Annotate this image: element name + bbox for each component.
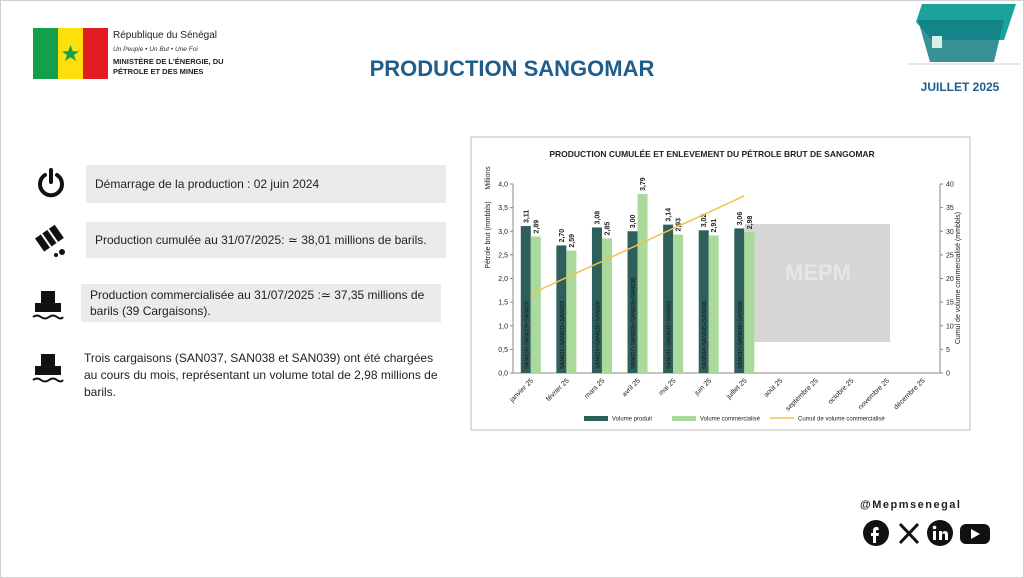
watermark-box	[745, 224, 890, 342]
ministry: MINISTÈRE DE L'ÉNERGIE, DU PÉTROLE ET DE…	[113, 57, 224, 76]
y-axis-unit: Millions	[485, 166, 492, 190]
bar	[520, 226, 531, 373]
y-tick-label: 1,0	[498, 323, 508, 330]
y2-axis-title: Cumul de volume commercialisé (mmbbls)	[955, 212, 962, 344]
bar	[663, 224, 674, 373]
bar	[627, 231, 638, 373]
watermark: MEPM	[785, 260, 851, 285]
value-label: 2,70	[559, 229, 566, 243]
social-handle: @Mepmsenegal	[860, 499, 962, 511]
y-tick-label: 1,5	[498, 300, 508, 307]
y-tick-label: 4,0	[498, 182, 508, 189]
period: JUILLET 2025	[920, 80, 1000, 94]
cargo-label: SAN037+SAN038+SAN039	[738, 301, 744, 369]
chart-frame	[470, 136, 971, 431]
y2-tick-label: 30	[946, 229, 954, 236]
value-label: 2,91	[711, 219, 718, 233]
value-label: 3,79	[640, 177, 647, 191]
value-label: 2,98	[747, 215, 754, 229]
legend-swatch	[584, 416, 608, 421]
cargo-label: SAN034+SAN035+SAN036	[702, 301, 708, 369]
value-label: 3,14	[666, 208, 673, 222]
y2-tick-label: 25	[946, 252, 954, 259]
value-label: 2,89	[533, 220, 540, 234]
value-label: 2,59	[569, 234, 576, 248]
legend-swatch	[672, 416, 696, 421]
y2-tick-label: 20	[946, 276, 954, 283]
cargo-label: SAN027+SAN028+SAN029+SAN030	[631, 277, 637, 369]
cargo-label: SAN021+SAN022+SAN023	[560, 301, 566, 369]
info-box: Production cumulée au 31/07/2025: ≃ 38,0…	[86, 222, 446, 258]
value-label: 3,08	[594, 211, 601, 225]
value-label: 3,00	[630, 215, 637, 229]
legend-label: Volume produit	[612, 417, 652, 423]
info-box: Démarrage de la production : 02 juin 202…	[86, 165, 446, 203]
bar	[637, 193, 648, 373]
bar	[708, 235, 719, 373]
chart-title: PRODUCTION CUMULÉE ET ENLEVEMENT DU PÉTR…	[549, 149, 874, 159]
y2-tick-label: 0	[946, 371, 950, 378]
y2-tick-label: 10	[946, 323, 954, 330]
y-tick-label: 3,5	[498, 205, 508, 212]
y-tick-label: 0,0	[498, 371, 508, 378]
legend-label: Volume commercialisé	[700, 417, 761, 423]
country: République du Sénégal	[113, 30, 217, 41]
bar	[591, 227, 602, 373]
logo	[908, 4, 1020, 65]
ship-icon	[32, 291, 64, 320]
y-tick-label: 2,5	[498, 252, 508, 259]
bar	[734, 228, 745, 373]
y-tick-label: 3,0	[498, 229, 508, 236]
bar	[601, 238, 612, 373]
social-icons	[863, 520, 990, 546]
ship-icon	[32, 354, 64, 383]
y-axis-title: Pétrole brut (mmbbls)	[485, 201, 492, 268]
y2-tick-label: 5	[946, 347, 950, 354]
x-icon[interactable]	[898, 522, 920, 545]
bar	[744, 232, 755, 373]
y2-tick-label: 35	[946, 205, 954, 212]
value-label: 2,85	[604, 222, 611, 236]
info-box: Production commercialisée au 31/07/2025 …	[81, 284, 441, 322]
power-icon	[38, 168, 64, 198]
legend-label: Cumul de volume commercialisé	[798, 417, 885, 423]
linkedin-icon[interactable]	[927, 520, 953, 546]
bar	[530, 236, 541, 373]
value-label: 3,06	[737, 212, 744, 226]
y2-tick-label: 15	[946, 300, 954, 307]
barrel-icon	[35, 224, 65, 257]
value-label: 3,02	[701, 214, 708, 228]
page-title: PRODUCTION SANGOMAR	[369, 56, 655, 81]
motto: Un Peuple • Un But • Une Foi	[113, 46, 198, 53]
cargo-label: SAN031+SAN032+SAN033	[667, 301, 673, 369]
bar	[566, 250, 577, 373]
bar	[698, 230, 709, 373]
youtube-icon[interactable]	[960, 524, 990, 544]
bar	[556, 245, 567, 373]
facebook-icon[interactable]	[863, 520, 889, 546]
value-label: 2,93	[676, 218, 683, 232]
y-tick-label: 0,5	[498, 347, 508, 354]
flag	[33, 28, 108, 79]
cargo-label: SAN024+SAN025+SAN026	[595, 301, 601, 369]
line	[530, 195, 745, 295]
y-tick-label: 2,0	[498, 276, 508, 283]
info-text: Trois cargaisons (SAN037, SAN038 et SAN0…	[84, 351, 438, 399]
bar	[673, 234, 684, 373]
y2-tick-label: 40	[946, 182, 954, 189]
cargo-label: SAN018+SAN019+SAN020	[524, 301, 530, 369]
value-label: 3,11	[523, 210, 530, 223]
